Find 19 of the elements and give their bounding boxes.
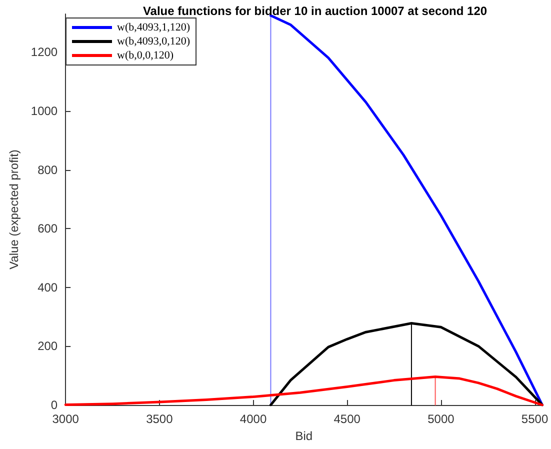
chart-title: Value functions for bidder 10 in auction 10007 at second 120 bbox=[142, 4, 488, 18]
x-tick-label: 3500 bbox=[146, 412, 174, 426]
x-tick-label: 5500 bbox=[521, 412, 548, 426]
y-tick-label: 400 bbox=[38, 280, 58, 294]
x-tick-label: 5000 bbox=[428, 412, 455, 426]
y-tick-label: 0 bbox=[50, 398, 58, 412]
y-axis-title: Value (expected profit) bbox=[7, 150, 21, 270]
x-tick-label: 3000 bbox=[52, 412, 80, 426]
x-tick-label: 4000 bbox=[240, 412, 267, 426]
y-tick-label: 600 bbox=[38, 222, 58, 236]
legend-label: w(b,0,0,120) bbox=[117, 50, 174, 62]
x-tick-label: 4500 bbox=[334, 412, 361, 426]
y-tick-label: 1000 bbox=[30, 104, 58, 118]
x-axis-title: Bid bbox=[295, 428, 313, 443]
y-tick-label: 1200 bbox=[30, 45, 58, 60]
legend-label: w(b,4093,0,120) bbox=[117, 36, 190, 48]
y-tick-label: 800 bbox=[38, 162, 58, 177]
y-tick-label: 200 bbox=[38, 339, 58, 354]
legend-label: w(b,4093,1,120) bbox=[117, 22, 190, 34]
